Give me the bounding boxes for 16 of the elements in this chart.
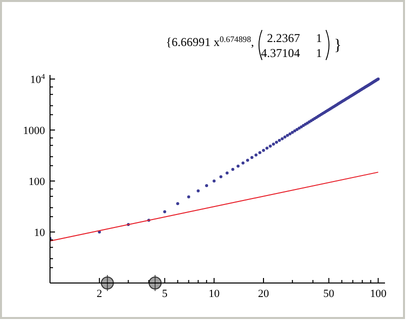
x-tick-label: 20	[258, 288, 270, 300]
y-tick-label: 10	[34, 227, 46, 240]
y-tick-label: 100	[28, 176, 46, 188]
text: 1	[316, 46, 322, 60]
x-tick-label: 2	[96, 288, 102, 300]
x-tick-label: 5	[162, 288, 168, 300]
chart-title: {6.66991 x$^{0.674898}$,	[166, 34, 254, 49]
x-tick-label: 10	[208, 288, 220, 300]
text: }	[334, 37, 342, 54]
text: 4.37104	[261, 46, 300, 60]
x-tick-label: 50	[323, 288, 335, 300]
y-tick-label: 1000	[23, 125, 46, 138]
x-tick-label: 100	[370, 288, 387, 300]
text: 1	[316, 31, 322, 45]
y-tick-label: 10$^{4}$	[30, 72, 46, 86]
text: 2.2367	[267, 31, 300, 45]
